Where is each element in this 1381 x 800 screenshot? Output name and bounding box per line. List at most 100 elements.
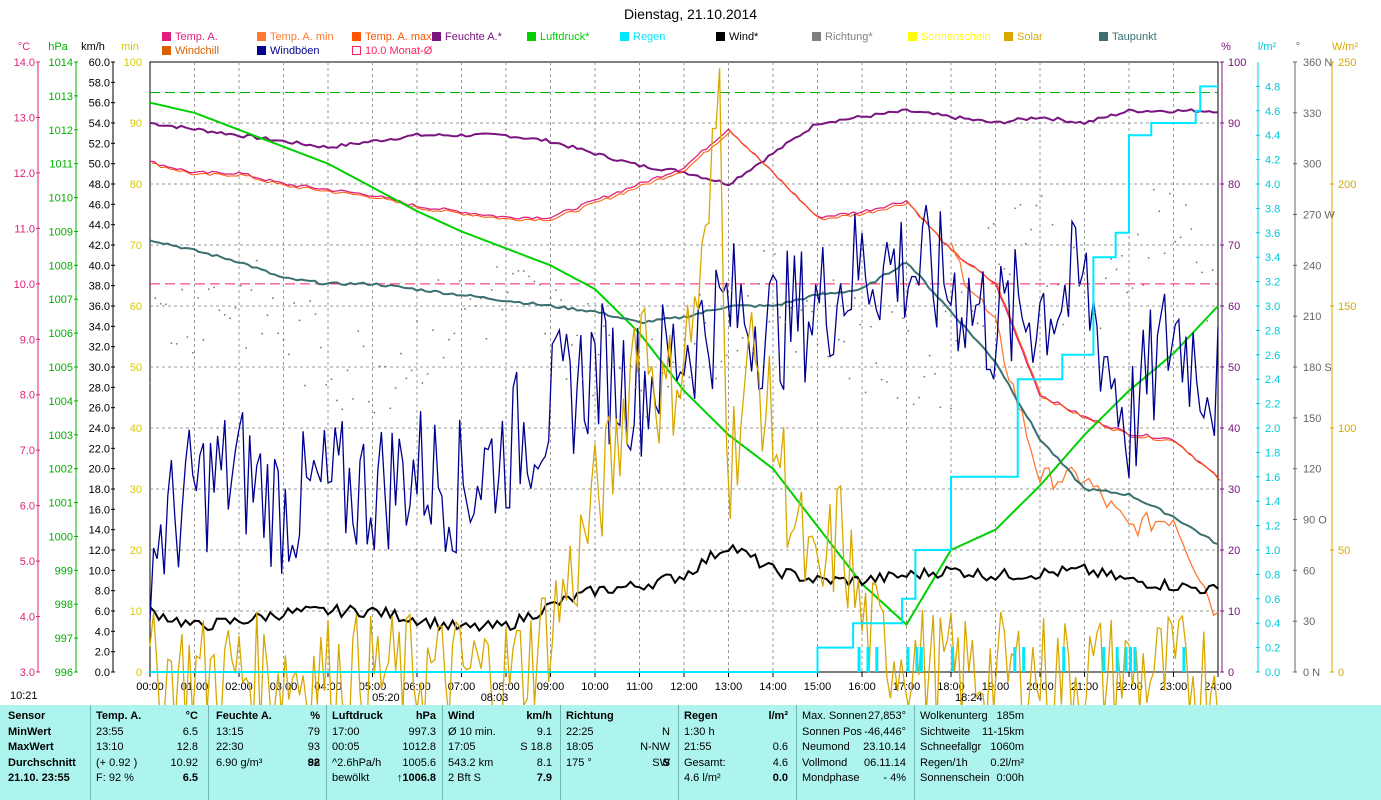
header-unit: l/m² <box>768 710 788 722</box>
direction-dot <box>720 360 723 363</box>
table-row: Wolkenunterg 185m <box>920 709 1024 725</box>
direction-dot <box>437 279 440 281</box>
direction-dot <box>218 309 221 312</box>
direction-dot <box>1019 203 1022 206</box>
direction-dot <box>944 310 947 313</box>
legend-label: 10.0 Monat-Ø <box>365 45 433 57</box>
cell-label: Ø 10 min. <box>448 725 496 738</box>
header-label: Feuchte A. <box>216 710 272 722</box>
direction-dot <box>1046 285 1049 288</box>
direction-dot <box>576 334 579 337</box>
cell-label: Sonnen Pos <box>802 725 862 738</box>
direction-dot <box>197 296 199 299</box>
x-tick-label: 00:00 <box>136 681 164 693</box>
direction-dot <box>971 310 974 312</box>
rain-axis-tick: 4.6 <box>1265 106 1280 118</box>
rain-axis-tick: 0.4 <box>1265 618 1280 630</box>
rain-bar <box>915 647 919 672</box>
legend-item: 10.0 Monat-Ø <box>352 45 432 57</box>
cell-value: 27,853° <box>867 710 906 722</box>
rain-axis-tick: 1.8 <box>1265 447 1280 459</box>
table-row: 4.6 l/m² 0.0 <box>684 771 788 787</box>
direction-dot <box>592 394 595 397</box>
cell-value: - 4% <box>883 772 906 784</box>
direction-dot <box>560 299 563 301</box>
series-line-luftdruck <box>149 101 1219 627</box>
cell-value: 997.3 <box>408 725 436 738</box>
direction-dot <box>389 407 392 410</box>
wind-axis-tick: 48.0 <box>89 179 110 191</box>
solar-axis-header: W/m² <box>1332 41 1359 53</box>
cell-label: Sonnenschein <box>920 772 990 784</box>
wind-axis-tick: 36.0 <box>89 301 110 313</box>
direction-dot <box>549 297 552 300</box>
header-unit: hPa <box>415 710 436 722</box>
cell-label: 18:05 <box>566 741 594 753</box>
direction-dot <box>1195 261 1198 264</box>
wind-axis-tick: 54.0 <box>89 118 110 130</box>
cell-value: 7.9 <box>536 772 552 784</box>
direction-dot <box>859 323 862 326</box>
column-separator <box>442 705 443 800</box>
direction-dot <box>1040 195 1043 198</box>
rain-axis-tick: 0.8 <box>1265 569 1280 581</box>
direction-dot <box>992 223 995 225</box>
direction-dot <box>1056 283 1059 286</box>
cell-value: 8.1 <box>536 756 552 769</box>
series-line-regen <box>150 85 1218 673</box>
direction-dot <box>763 249 765 252</box>
column-separator <box>796 705 797 800</box>
wind-axis-tick: 38.0 <box>89 281 110 293</box>
table-row: (+ 0.92 ) 10.92 <box>96 756 198 772</box>
direction-dot <box>432 329 434 332</box>
direction-dot <box>213 286 215 289</box>
direction-dot <box>1179 236 1182 239</box>
direction-dot <box>1153 188 1155 191</box>
rain-axis-tick: 4.0 <box>1265 179 1280 191</box>
rain-bar <box>866 647 870 672</box>
minutes-axis-header: min <box>121 41 139 53</box>
solar-axis-tick: 250 <box>1338 57 1356 69</box>
pressure-axis-tick: 1009 <box>49 226 73 238</box>
wind-axis-tick: 30.0 <box>89 362 110 374</box>
direction-dot <box>907 329 910 332</box>
direction-dot <box>955 339 958 342</box>
direction-dot <box>731 289 733 292</box>
direction-dot <box>154 297 157 299</box>
table-row: Ø 10 min. 9.1 <box>448 725 552 741</box>
direction-axis-tick: 0 N <box>1303 667 1320 679</box>
direction-dot <box>918 396 920 399</box>
direction-dot <box>186 336 189 338</box>
legend-swatch <box>352 32 361 41</box>
legend-item: Windböen <box>257 45 320 57</box>
direction-dot <box>784 321 787 323</box>
direction-dot <box>554 289 557 292</box>
direction-dot <box>629 365 632 367</box>
direction-dot <box>373 411 376 414</box>
temp-axis-tick: 13.0 <box>14 112 35 124</box>
cell-label: bewölkt <box>332 772 370 784</box>
cell-value: 6.5 <box>182 725 198 738</box>
direction-dot <box>1147 256 1150 259</box>
rain-bar <box>1102 647 1106 672</box>
series-line-windb-en <box>149 204 1219 621</box>
direction-dot <box>789 306 792 309</box>
rain-axis-tick: 4.4 <box>1265 130 1280 142</box>
direction-dot <box>298 319 301 322</box>
cell-value: 0.6 <box>772 741 788 753</box>
rain-bar <box>1115 647 1119 672</box>
table-header: Wind km/h <box>448 709 552 725</box>
direction-dot <box>1185 204 1187 206</box>
direction-dot <box>287 353 290 356</box>
cell-value: 185m <box>996 710 1024 722</box>
direction-dot <box>250 289 253 291</box>
direction-axis-tick: 300 <box>1303 159 1321 171</box>
header-label: Richtung <box>566 710 614 722</box>
legend-swatch <box>257 32 266 41</box>
direction-dot <box>747 294 749 297</box>
legend-swatch <box>352 46 361 55</box>
x-tick-label: 15:00 <box>804 681 832 693</box>
table-col-c5: Wind km/h Ø 10 min. 9.1 17:05 S 18.8 543.2 km 8… <box>448 709 552 787</box>
cell-value: 4.6 <box>772 756 788 769</box>
header-unit: °C <box>185 710 198 722</box>
